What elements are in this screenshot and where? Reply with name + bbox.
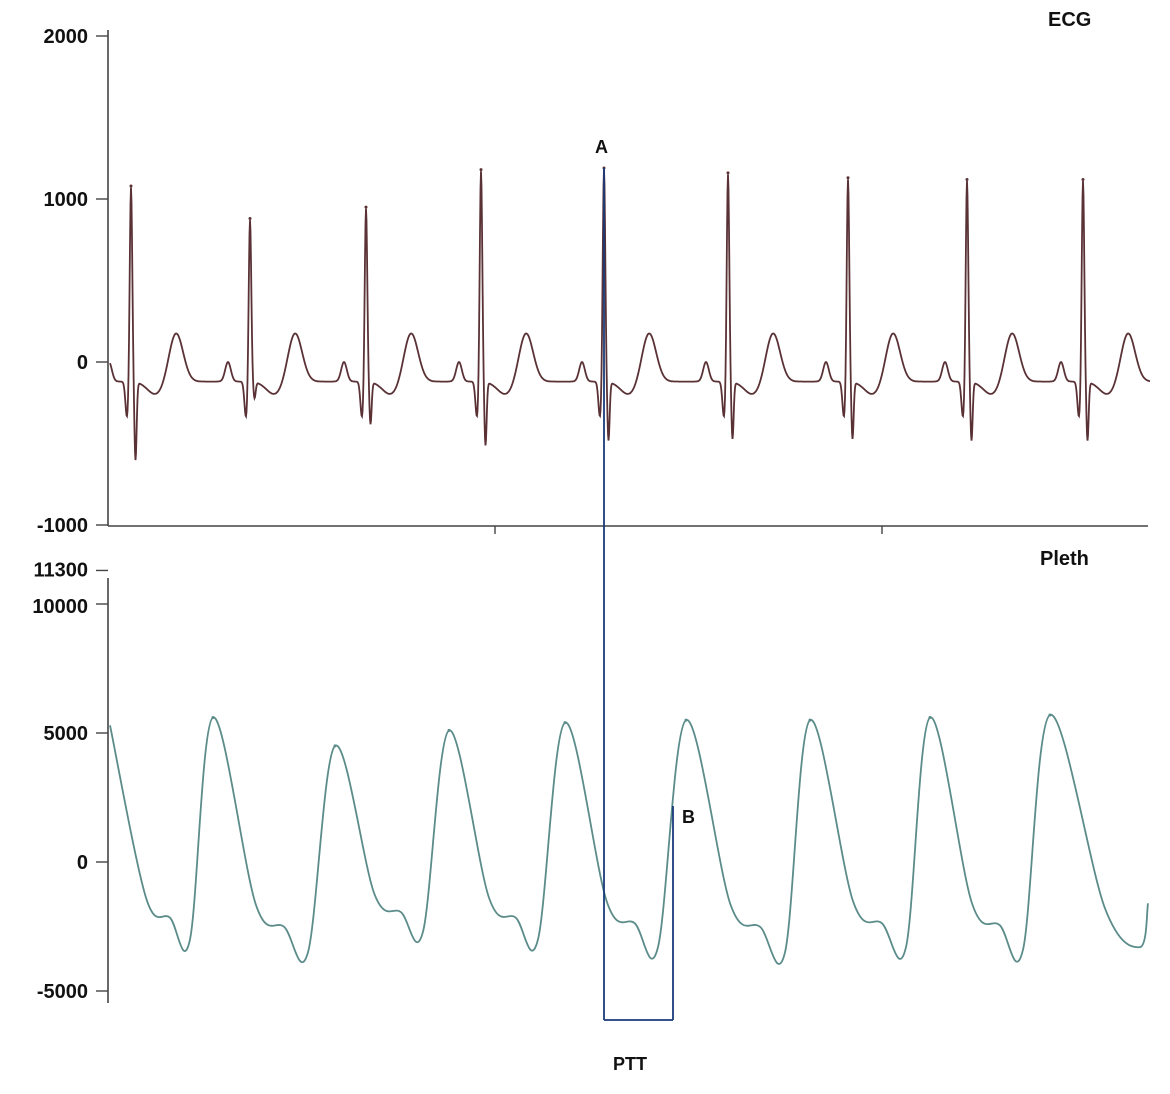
pleth-y-tick-label: 10000 <box>32 596 88 618</box>
ecg-y-tick-label: -1000 <box>37 515 88 537</box>
pleth-y-tick-label: 0 <box>77 852 88 874</box>
pleth-peak-point <box>447 728 451 732</box>
ecg-r-peak-point <box>248 217 252 221</box>
ecg-panel-title: ECG <box>1048 9 1091 31</box>
ecg-panel: ECG 2000 1000 0 -1000 <box>37 9 1151 537</box>
annotation-ptt: PTT <box>613 1054 647 1074</box>
ecg-trace <box>109 169 1151 461</box>
ecg-r-peak-point <box>1081 177 1085 181</box>
ptt-annotation: A B PTT <box>595 137 695 1074</box>
annotation-a: A <box>595 137 608 157</box>
pleth-peak-point <box>928 716 932 720</box>
ecg-y-tick-label: 2000 <box>44 26 89 48</box>
ecg-r-peak-point <box>479 168 483 172</box>
pleth-peak-point <box>684 718 688 722</box>
pleth-peak-point <box>808 718 812 722</box>
pleth-y-tick-label: 5000 <box>44 723 89 745</box>
ecg-r-peak-point <box>846 176 850 180</box>
ecg-y-tick-label: 0 <box>77 352 88 374</box>
pleth-y-tick-label: 11300 <box>33 559 88 581</box>
ecg-r-peak-point <box>726 171 730 175</box>
pleth-peak-point <box>563 721 567 725</box>
ecg-y-tick-label: 1000 <box>44 189 89 211</box>
pleth-panel-title: Pleth <box>1040 548 1089 570</box>
pleth-peak-point <box>1048 713 1052 717</box>
annotation-b: B <box>682 807 695 827</box>
ecg-r-peak-point <box>965 177 969 181</box>
pleth-trace <box>109 713 1149 965</box>
pleth-panel: Pleth 11300 10000 5000 0 -5000 <box>32 548 1149 1003</box>
pleth-peak-point <box>333 744 337 748</box>
pleth-y-tick-label: -5000 <box>37 981 88 1003</box>
pleth-peak-point <box>211 716 215 720</box>
ecg-r-peak-point <box>129 184 133 188</box>
ecg-r-peak-point <box>364 205 368 209</box>
